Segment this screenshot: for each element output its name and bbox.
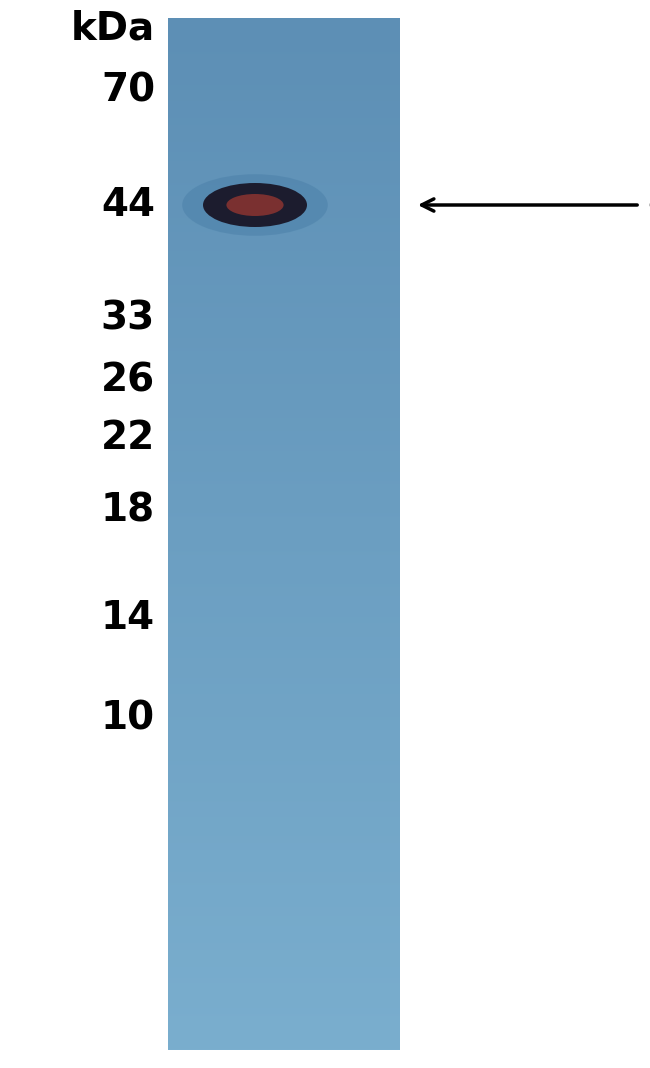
Text: 22: 22 [101,419,155,457]
Text: 18: 18 [101,491,155,529]
Text: ← 45kDa: ← 45kDa [648,188,650,222]
Text: kDa: kDa [71,9,155,47]
Text: 26: 26 [101,361,155,399]
Text: 10: 10 [101,698,155,737]
Ellipse shape [226,194,283,216]
Ellipse shape [182,174,328,236]
Text: 33: 33 [101,299,155,337]
Ellipse shape [203,183,307,227]
Text: 44: 44 [101,186,155,224]
Text: 14: 14 [101,599,155,637]
Text: 70: 70 [101,70,155,109]
